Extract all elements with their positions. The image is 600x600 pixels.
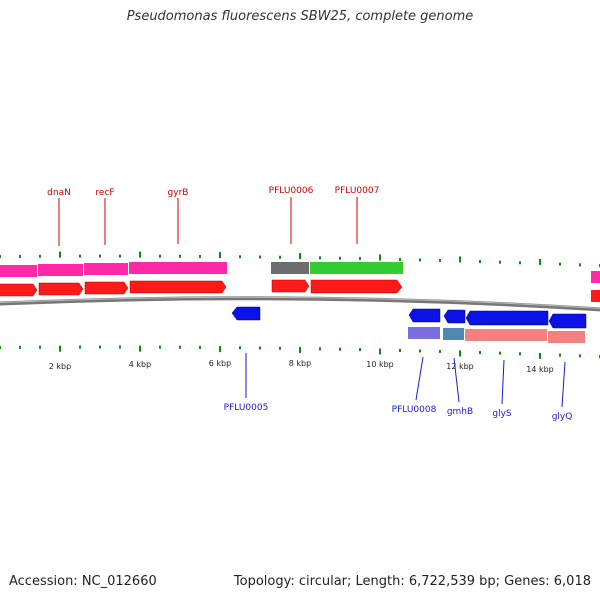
genome-backbone-highlight <box>0 296 600 309</box>
gene-label-glyS: glyS <box>492 409 512 419</box>
gene-arrow <box>231 306 261 321</box>
gene-label-pflu0006: PFLU0006 <box>269 186 314 196</box>
label-leader <box>453 357 460 403</box>
lower-tick-row <box>0 345 600 359</box>
cog-block <box>271 262 309 274</box>
gene-label-gmhB: gmhB <box>447 407 473 417</box>
scale-label: 12 kbp <box>446 362 474 371</box>
scale-label: 4 kbp <box>129 360 151 369</box>
gene-arrow <box>408 308 441 323</box>
scale-label: 6 kbp <box>209 359 231 368</box>
cog-block <box>310 262 403 274</box>
gene-label-gyrB: gyrB <box>168 188 189 198</box>
gene-label-pflu0007: PFLU0007 <box>335 186 380 196</box>
gene-arrow <box>548 313 587 329</box>
gene-arrow <box>38 282 84 296</box>
cog-track-reverse <box>408 327 585 343</box>
forward-gene-labels: dnaN recF gyrB PFLU0006 PFLU0007 <box>47 186 379 246</box>
gene-arrow <box>591 290 600 302</box>
cog-block <box>548 331 585 343</box>
scale-label: 2 kbp <box>49 362 71 371</box>
scale-label: 8 kbp <box>289 359 311 368</box>
gene-arrow <box>0 283 38 297</box>
gene-label-dnaN: dnaN <box>47 188 71 198</box>
cog-block <box>84 263 128 275</box>
gene-label-pflu0008: PFLU0008 <box>392 405 437 415</box>
gene-arrow <box>310 279 403 294</box>
gene-arrow <box>465 310 549 326</box>
accession-text: Accession: NC_012660 <box>9 574 157 589</box>
cog-block <box>129 262 227 274</box>
gene-arrow <box>443 309 466 324</box>
cog-track-forward <box>0 262 600 283</box>
gene-label-recF: recF <box>95 188 114 198</box>
cog-block <box>38 264 83 276</box>
genome-stats-text: Topology: circular; Length: 6,722,539 bp… <box>233 574 591 589</box>
cog-block <box>0 265 37 277</box>
gene-arrow <box>129 280 227 294</box>
reverse-gene-labels: PFLU0005 PFLU0008 gmhB glyS glyQ <box>224 353 573 422</box>
genome-backbone <box>0 296 600 312</box>
gene-arrow <box>84 281 129 295</box>
map-title: Pseudomonas fluorescens SBW25, complete … <box>126 9 474 24</box>
cog-block <box>443 328 464 340</box>
upper-tick-row <box>0 251 600 268</box>
gene-label-glyQ: glyQ <box>552 412 573 422</box>
scale-labels: 2 kbp 4 kbp 6 kbp 8 kbp 10 kbp 12 kbp 14… <box>49 359 554 374</box>
label-leader <box>415 356 424 401</box>
cog-block <box>408 327 440 339</box>
cog-block <box>465 329 547 341</box>
label-leader <box>561 361 566 408</box>
gene-track-reverse <box>231 306 587 329</box>
gene-arrow <box>271 279 310 293</box>
scale-label: 10 kbp <box>366 360 394 369</box>
label-leader <box>501 359 505 405</box>
gene-track-forward <box>0 279 600 302</box>
gene-label-pflu0005: PFLU0005 <box>224 403 269 413</box>
cog-block <box>591 271 600 283</box>
scale-label: 14 kbp <box>526 365 554 374</box>
